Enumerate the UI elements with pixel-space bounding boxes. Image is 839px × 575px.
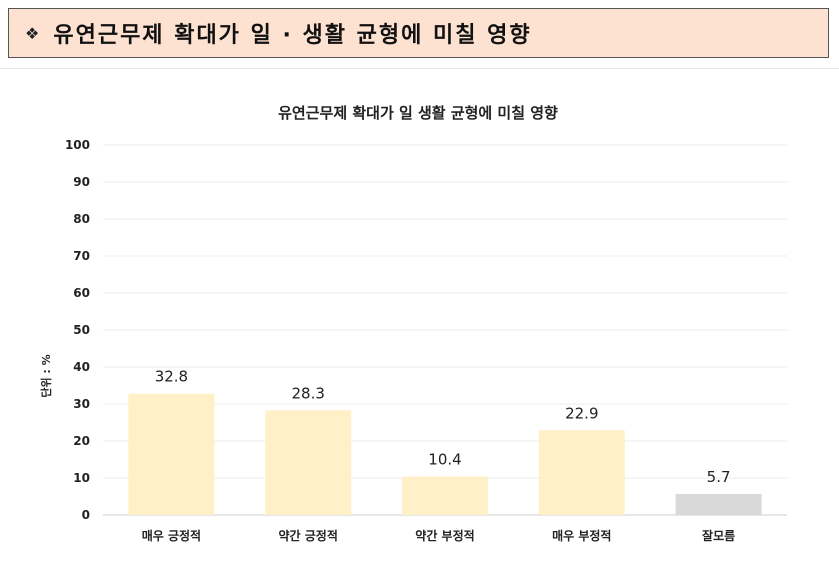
x-tick-label: 매우 부정적 <box>552 528 611 543</box>
y-tick-label: 50 <box>73 323 90 337</box>
data-label: 10.4 <box>428 451 461 469</box>
bar <box>675 493 762 515</box>
data-label: 32.8 <box>155 368 188 386</box>
y-axis-label: 단위 : % <box>39 354 53 397</box>
chart-container: 유연근무제 확대가 일 생활 균형에 미칠 영향 단위 : % 0 10 20 30 4… <box>0 70 839 570</box>
bars <box>128 393 762 515</box>
chart-title: 유연근무제 확대가 일 생활 균형에 미칠 영향 <box>278 104 558 122</box>
section-title: 유연근무제 확대가 일 · 생활 균형에 미칠 영향 <box>53 23 532 48</box>
data-label: 5.7 <box>707 468 731 486</box>
y-tick-label: 80 <box>73 212 90 226</box>
value-labels: 32.8 28.3 10.4 22.9 5.7 <box>155 368 731 486</box>
x-tick-label: 매우 긍정적 <box>142 528 201 543</box>
y-tick-label: 90 <box>73 175 90 189</box>
y-tick-label: 70 <box>73 249 90 263</box>
x-tick-label: 약간 긍정적 <box>279 528 338 543</box>
y-tick-label: 30 <box>73 397 90 411</box>
diamond-bullet-icon: ❖ <box>25 23 40 43</box>
section-header: ❖ 유연근무제 확대가 일 · 생활 균형에 미칠 영향 <box>8 8 829 58</box>
bar <box>538 430 625 515</box>
y-tick-label: 100 <box>65 138 90 152</box>
data-label: 22.9 <box>565 404 598 422</box>
x-tick-label: 잘모름 <box>702 528 735 543</box>
y-tick-label: 0 <box>82 508 90 522</box>
bar <box>402 476 488 515</box>
x-tick-label: 약간 부정적 <box>415 528 474 543</box>
y-tick-label: 60 <box>73 286 90 300</box>
bar-chart: 유연근무제 확대가 일 생활 균형에 미칠 영향 단위 : % 0 10 20 30 4… <box>39 104 787 543</box>
bar <box>128 393 215 515</box>
gridlines <box>103 144 787 516</box>
data-label: 28.3 <box>291 384 324 402</box>
divider <box>0 68 839 69</box>
y-tick-label: 40 <box>73 360 90 374</box>
y-tick-label: 20 <box>73 434 90 448</box>
x-axis-ticks: 매우 긍정적 약간 긍정적 약간 부정적 매우 부정적 잘모름 <box>142 528 735 543</box>
y-axis-ticks: 0 10 20 30 40 50 60 70 80 90 100 <box>65 138 90 522</box>
bar <box>265 410 352 515</box>
y-tick-label: 10 <box>73 471 90 485</box>
